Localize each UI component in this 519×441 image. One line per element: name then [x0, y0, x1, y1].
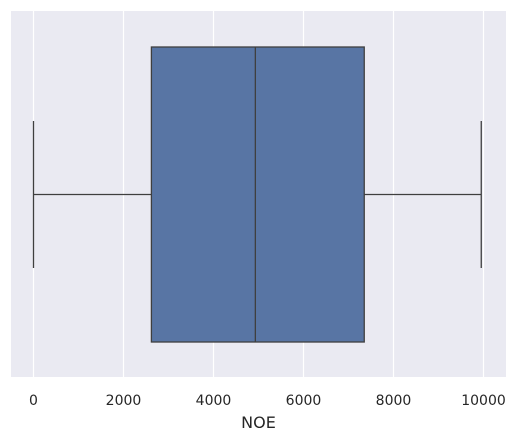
x-tick-label: 10000 — [461, 393, 506, 409]
iqr-box — [150, 46, 365, 343]
x-tick-label: 6000 — [286, 393, 322, 409]
box-group — [32, 46, 482, 343]
x-tick-label: 0 — [29, 393, 38, 409]
x-tick-label: 4000 — [196, 393, 232, 409]
x-tick-label: 2000 — [106, 393, 142, 409]
x-tick-label: 8000 — [376, 393, 412, 409]
x-axis-label: NOE — [241, 413, 276, 432]
x-tick-labels: 0 2000 4000 6000 8000 10000 — [29, 393, 506, 409]
